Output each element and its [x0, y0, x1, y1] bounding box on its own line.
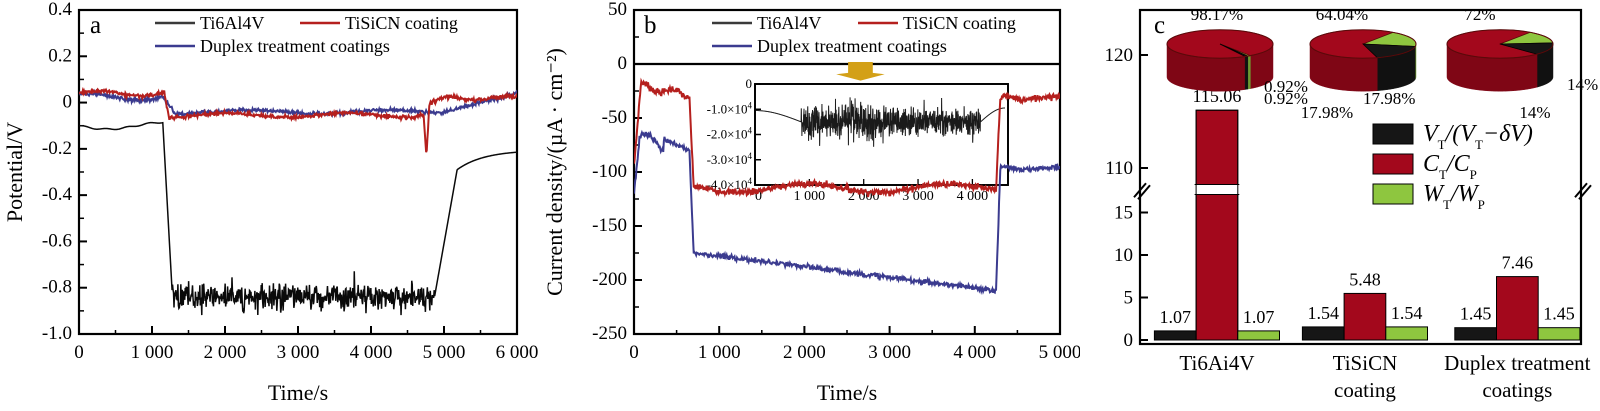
svg-text:10: 10 [1114, 245, 1133, 266]
svg-text:0.2: 0.2 [48, 45, 72, 66]
svg-text:-150: -150 [592, 215, 627, 236]
svg-text:-1.0: -1.0 [42, 323, 72, 344]
svg-text:Ti6Al4V: Ti6Al4V [200, 13, 264, 33]
svg-text:2 000: 2 000 [204, 342, 247, 363]
svg-text:-1.0×104: -1.0×104 [707, 100, 753, 116]
svg-text:15: 15 [1114, 203, 1133, 224]
svg-text:120: 120 [1105, 45, 1134, 66]
svg-text:TiSiCN coating: TiSiCN coating [903, 13, 1016, 33]
svg-text:1 000: 1 000 [131, 342, 174, 363]
svg-text:0: 0 [1124, 330, 1134, 351]
svg-text:coatings: coatings [1482, 378, 1552, 402]
svg-text:b: b [644, 12, 657, 39]
svg-text:-3.0×104: -3.0×104 [707, 151, 753, 167]
svg-text:1.54: 1.54 [1308, 303, 1340, 323]
svg-text:5 000: 5 000 [1039, 342, 1080, 363]
svg-text:VT/(VT−δV): VT/(VT−δV) [1423, 121, 1533, 152]
svg-text:0: 0 [629, 342, 639, 363]
svg-text:-0.2: -0.2 [42, 138, 72, 159]
svg-text:c: c [1154, 12, 1165, 39]
svg-text:1.54: 1.54 [1391, 303, 1423, 323]
svg-text:-250: -250 [592, 323, 627, 344]
svg-text:-0.6: -0.6 [42, 230, 72, 251]
svg-text:Current density/(µA · cm⁻²): Current density/(µA · cm⁻²) [542, 48, 567, 296]
svg-text:0: 0 [618, 53, 628, 74]
svg-text:-100: -100 [592, 161, 627, 182]
svg-text:Time/s: Time/s [268, 380, 328, 405]
svg-text:Ti6Ai4V: Ti6Ai4V [1179, 351, 1254, 375]
svg-text:coating: coating [1334, 378, 1396, 402]
svg-text:17.98%: 17.98% [1363, 89, 1415, 108]
svg-text:-0.4: -0.4 [42, 184, 73, 205]
svg-text:WT/WP: WT/WP [1423, 181, 1485, 212]
svg-text:17.98%: 17.98% [1301, 103, 1353, 122]
svg-text:Duplex treatment coatings: Duplex treatment coatings [200, 36, 390, 56]
svg-text:0: 0 [74, 342, 84, 363]
svg-text:-200: -200 [592, 269, 627, 290]
svg-text:14%: 14% [1567, 75, 1598, 94]
svg-text:72%: 72% [1464, 5, 1495, 24]
svg-text:2 000: 2 000 [783, 342, 826, 363]
svg-text:0.4: 0.4 [48, 0, 72, 20]
svg-text:1.07: 1.07 [1243, 307, 1275, 327]
svg-text:5 000: 5 000 [423, 342, 466, 363]
svg-text:TiSiCN: TiSiCN [1333, 351, 1398, 375]
svg-text:-0.8: -0.8 [42, 277, 72, 298]
svg-text:1 000: 1 000 [794, 189, 826, 204]
svg-text:110: 110 [1105, 158, 1133, 179]
svg-text:a: a [90, 12, 101, 39]
svg-text:TiSiCN coating: TiSiCN coating [345, 13, 458, 33]
svg-text:-2.0×104: -2.0×104 [707, 126, 753, 142]
svg-text:Duplex treatment coatings: Duplex treatment coatings [757, 36, 947, 56]
svg-text:4 000: 4 000 [957, 189, 989, 204]
svg-text:Duplex treatment: Duplex treatment [1444, 351, 1591, 375]
svg-text:0: 0 [746, 76, 753, 91]
svg-text:64.04%: 64.04% [1316, 5, 1368, 24]
svg-text:Time/s: Time/s [817, 380, 877, 405]
svg-text:7.46: 7.46 [1502, 253, 1534, 273]
svg-text:50: 50 [608, 0, 627, 20]
svg-text:3 000: 3 000 [277, 342, 320, 363]
svg-text:5: 5 [1124, 288, 1134, 309]
svg-text:1.45: 1.45 [1543, 304, 1575, 324]
svg-text:6 000: 6 000 [496, 342, 539, 363]
svg-text:5.48: 5.48 [1349, 269, 1381, 289]
svg-text:CT/CP: CT/CP [1423, 151, 1477, 182]
svg-text:-50: -50 [602, 107, 627, 128]
svg-text:Ti6Al4V: Ti6Al4V [757, 13, 821, 33]
svg-text:1.07: 1.07 [1160, 307, 1192, 327]
svg-text:4 000: 4 000 [350, 342, 393, 363]
svg-text:0: 0 [63, 92, 73, 113]
svg-text:3 000: 3 000 [868, 342, 911, 363]
svg-text:98.17%: 98.17% [1191, 5, 1243, 24]
svg-text:Potential/V: Potential/V [2, 122, 27, 222]
svg-text:4 000: 4 000 [953, 342, 996, 363]
svg-text:1 000: 1 000 [698, 342, 741, 363]
svg-text:1.45: 1.45 [1460, 304, 1492, 324]
svg-text:14%: 14% [1519, 103, 1550, 122]
